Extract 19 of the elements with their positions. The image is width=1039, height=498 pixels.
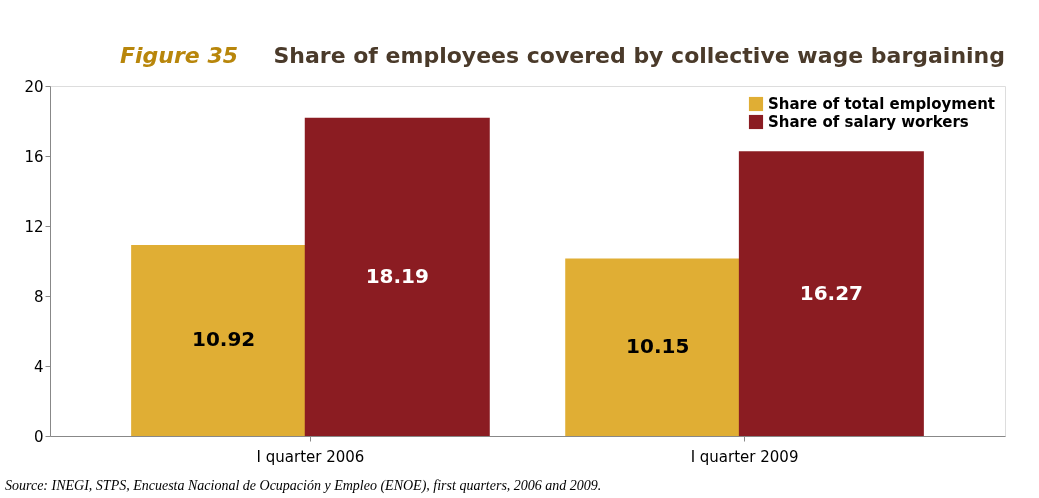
y-tick-label: 4 xyxy=(33,357,44,376)
chart-subtitle: Figure 35 xyxy=(120,43,239,68)
data-label: 16.27 xyxy=(799,280,863,305)
y-tick-label: 0 xyxy=(33,427,44,446)
chart-title: Share of employees covered by collective wage bargaining xyxy=(273,43,1005,68)
legend-label: Share of salary workers xyxy=(768,113,969,131)
y-tick-label: 16 xyxy=(24,147,44,166)
x-tick-label: I quarter 2006 xyxy=(256,447,365,466)
data-label: 10.92 xyxy=(192,327,256,352)
bar xyxy=(304,117,490,436)
legend-label: Share of total employment xyxy=(768,95,995,113)
y-tick-label: 20 xyxy=(24,77,44,96)
y-tick-label: 8 xyxy=(33,287,44,306)
y-tick-label: 12 xyxy=(24,217,44,236)
data-label: 18.19 xyxy=(365,263,429,288)
data-label: 10.15 xyxy=(626,334,690,359)
x-tick-label: I quarter 2009 xyxy=(690,447,799,466)
source-note: Source: INEGI, STPS, Encuesta Nacional de Ocupación y Empleo (ENOE), first quarters, 2006 and 2009. xyxy=(5,478,602,494)
bar xyxy=(738,151,924,436)
